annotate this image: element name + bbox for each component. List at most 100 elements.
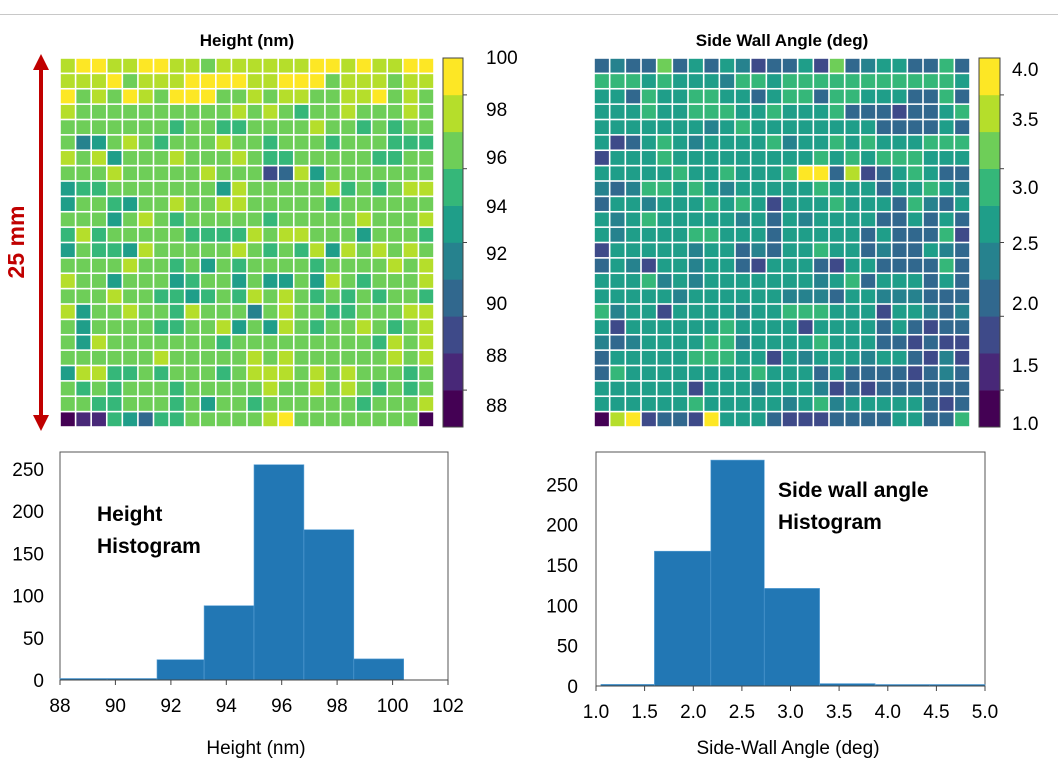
heatmap-cell [735, 74, 750, 88]
heatmap-cell [60, 135, 75, 150]
heatmap-cell [861, 151, 876, 165]
heatmap-cell [185, 397, 200, 411]
heatmap-cell [76, 397, 91, 411]
heatmap-cell [263, 135, 278, 150]
heatmap-cell [294, 89, 309, 104]
heatmap-cell [107, 58, 122, 73]
heatmap-cell [594, 412, 609, 427]
heatmap-cell [626, 350, 641, 365]
heatmap-cell [720, 243, 735, 258]
heatmap-cell [610, 258, 625, 273]
heatmap-cell [939, 350, 954, 365]
heatmap-cell [892, 58, 907, 73]
heatmap-cell [60, 304, 75, 319]
heatmap-cell [735, 227, 750, 242]
heatmap-cell [767, 89, 782, 104]
heatmap-cell [310, 304, 325, 319]
heatmap-cell [356, 366, 371, 381]
heatmap-cell [123, 289, 138, 304]
heatmap-cell [372, 335, 387, 350]
x-tick-label: 100 [377, 696, 409, 717]
heatmap-cell [735, 320, 750, 334]
heatmap-cell [372, 120, 387, 135]
heatmap-cell [767, 74, 782, 88]
heatmap-cell [923, 212, 938, 227]
heatmap-cell [185, 350, 200, 365]
heatmap-cell [626, 227, 641, 242]
heatmap-cell [876, 166, 891, 181]
heatmap-cell [372, 350, 387, 365]
heatmap-cell [247, 412, 262, 427]
heatmap-cell [138, 289, 153, 304]
y-tick-label: 100 [546, 596, 578, 617]
heatmap-cell [60, 397, 75, 411]
heatmap-cell [403, 412, 418, 427]
heatmap-cell [814, 397, 829, 411]
heatmap-cell [720, 258, 735, 273]
heatmap-cell [923, 350, 938, 365]
heatmap-cell [341, 243, 356, 258]
heatmap-cell [845, 366, 860, 381]
heatmap-cell [939, 320, 954, 334]
heatmap-cell [294, 335, 309, 350]
histogram-bar [156, 659, 205, 681]
heatmap-cell [201, 335, 216, 350]
heatmap-cell [419, 89, 434, 104]
heatmap-cell [657, 197, 672, 211]
heatmap-cell [594, 274, 609, 288]
heatmap-cell [594, 89, 609, 104]
heatmap-cell [829, 289, 844, 304]
heatmap-cell [673, 227, 688, 242]
heatmap-cell [419, 243, 434, 258]
heatmap-cell [91, 104, 106, 119]
heatmap-cell [294, 104, 309, 119]
swa-colorbar-labels: 4.0 3.5 3.0 2.5 2.0 1.5 1.0 [1012, 60, 1038, 435]
heatmap-cell [216, 412, 231, 427]
colorbar-tick-label: 1.0 [1012, 414, 1038, 435]
heatmap-cell [641, 289, 656, 304]
heatmap-cell [76, 350, 91, 365]
heatmap-cell [169, 104, 184, 119]
heatmap-cell [720, 350, 735, 365]
heatmap-cell [216, 381, 231, 396]
heatmap-cell [955, 166, 970, 181]
colorbar-tick-label: 96 [486, 148, 507, 169]
heatmap-cell [232, 381, 247, 396]
heatmap-cell [403, 89, 418, 104]
heatmap-cell [955, 366, 970, 381]
heatmap-cell [688, 243, 703, 258]
heatmap-cell [892, 258, 907, 273]
heatmap-cell [610, 335, 625, 350]
heatmap-cell [372, 104, 387, 119]
heatmap-cell [185, 258, 200, 273]
heatmap-cell [310, 181, 325, 196]
heatmap-cell [419, 274, 434, 288]
heatmap-cell [403, 120, 418, 135]
heatmap-cell [876, 320, 891, 334]
heatmap-cell [892, 274, 907, 288]
heatmap-cell [372, 181, 387, 196]
heatmap-cell [107, 335, 122, 350]
heatmap-cell [861, 89, 876, 104]
heatmap-cell [419, 197, 434, 211]
heatmap-cell [594, 74, 609, 88]
heatmap-cell [278, 243, 293, 258]
heatmap-cell [829, 412, 844, 427]
heatmap-cell [372, 58, 387, 73]
heatmap-cell [123, 227, 138, 242]
heatmap-cell [185, 381, 200, 396]
x-tick-label: 1.5 [631, 702, 657, 723]
heatmap-cell [594, 166, 609, 181]
heatmap-cell [814, 58, 829, 73]
heatmap-cell [76, 366, 91, 381]
heatmap-cell [185, 135, 200, 150]
height-colorbar-labels: 100 98 96 94 92 90 88 88 [486, 48, 518, 417]
heatmap-cell [356, 274, 371, 288]
heatmap-cell [263, 120, 278, 135]
x-tick-label: 94 [216, 696, 238, 717]
heatmap-cell [814, 104, 829, 119]
heatmap-cell [939, 227, 954, 242]
y-ticks: 0 50 100 150 200 250 [546, 475, 578, 698]
heatmap-cell [419, 58, 434, 73]
heatmap-cell [310, 151, 325, 165]
